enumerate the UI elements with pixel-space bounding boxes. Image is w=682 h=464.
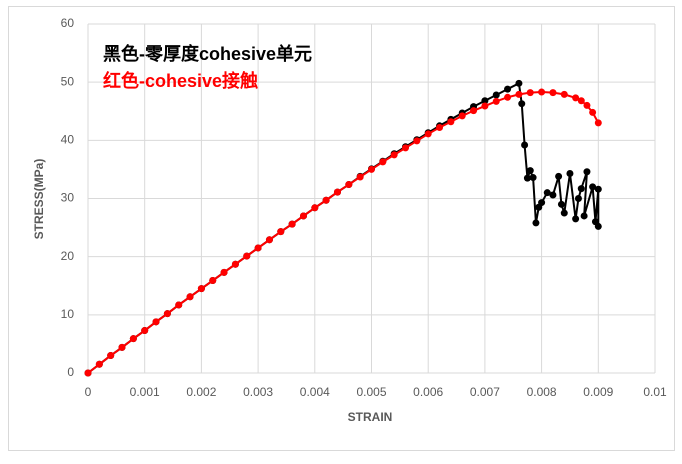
x-tick-label: 0.005 <box>356 385 386 399</box>
data-point <box>515 79 523 87</box>
data-point <box>594 119 602 127</box>
data-point <box>390 151 398 159</box>
data-point <box>583 168 591 176</box>
data-point <box>402 144 410 152</box>
data-point <box>141 327 149 335</box>
data-point <box>243 252 251 260</box>
data-point <box>566 169 574 177</box>
data-point <box>583 101 591 109</box>
data-point <box>447 118 455 126</box>
data-point <box>589 183 597 191</box>
y-tick-label: 30 <box>61 191 75 205</box>
data-point <box>594 185 602 193</box>
data-point <box>107 352 115 360</box>
y-tick-label: 60 <box>61 16 75 30</box>
legend-label: 红色-cohesive接触 <box>103 70 258 91</box>
data-point <box>577 185 585 193</box>
x-tick-label: 0.01 <box>643 385 667 399</box>
x-tick-label: 0.009 <box>583 385 613 399</box>
data-point <box>594 222 602 230</box>
data-point <box>129 335 137 343</box>
data-point <box>543 189 551 197</box>
data-point <box>231 260 239 268</box>
x-tick-label: 0.002 <box>186 385 216 399</box>
y-axis-label: STRESS(MPa) <box>32 159 46 240</box>
data-point <box>560 90 568 98</box>
data-point <box>186 293 194 301</box>
x-tick-label: 0.001 <box>130 385 160 399</box>
data-point <box>277 228 285 236</box>
data-point <box>572 215 580 223</box>
data-point <box>538 199 546 207</box>
data-point <box>481 102 489 110</box>
x-tick-label: 0.003 <box>243 385 273 399</box>
data-point <box>197 285 205 293</box>
data-point <box>118 343 126 351</box>
data-point <box>572 94 580 102</box>
data-point <box>532 219 540 227</box>
legend-label: 黑色-零厚度cohesive单元 <box>103 43 312 64</box>
y-tick-label: 50 <box>61 74 75 88</box>
x-tick-label: 0.007 <box>470 385 500 399</box>
data-point <box>436 124 444 132</box>
data-point <box>549 89 557 97</box>
data-point <box>492 97 500 105</box>
data-point <box>526 89 534 97</box>
y-tick-label: 10 <box>61 307 75 321</box>
data-point <box>345 181 353 189</box>
data-point <box>311 204 319 212</box>
data-point <box>458 112 466 120</box>
data-point <box>322 196 330 204</box>
data-point <box>368 165 375 173</box>
data-point <box>163 310 171 318</box>
data-point <box>265 236 273 244</box>
data-point <box>481 97 489 105</box>
data-point <box>504 93 512 101</box>
data-point <box>424 130 432 138</box>
data-point <box>580 212 588 220</box>
data-point <box>538 88 546 96</box>
data-point <box>175 301 183 309</box>
data-point <box>557 200 565 208</box>
chart-border <box>8 6 675 451</box>
data-point <box>574 195 582 202</box>
data-point <box>560 209 568 217</box>
data-point <box>492 91 500 99</box>
data-point <box>529 174 537 182</box>
y-tick-label: 40 <box>61 133 75 147</box>
x-tick-label: 0 <box>85 385 92 399</box>
data-point <box>95 360 103 368</box>
data-point <box>470 107 478 115</box>
x-axis-label: STRAIN <box>348 410 393 424</box>
x-tick-label: 0.006 <box>413 385 443 399</box>
data-point <box>526 167 534 175</box>
data-point <box>577 97 585 105</box>
data-point <box>515 90 523 98</box>
data-point <box>413 137 421 145</box>
data-point <box>555 172 563 180</box>
data-point <box>84 369 92 377</box>
data-point <box>521 141 529 149</box>
data-point <box>523 174 531 182</box>
y-tick-label: 0 <box>67 365 74 379</box>
data-point <box>379 158 387 166</box>
data-point <box>288 220 296 228</box>
data-point <box>589 108 597 116</box>
data-point <box>549 191 557 199</box>
data-point <box>518 100 526 108</box>
data-point <box>220 268 228 276</box>
data-point <box>299 212 307 220</box>
data-point <box>254 244 262 252</box>
x-tick-label: 0.004 <box>300 385 330 399</box>
data-point <box>356 173 364 181</box>
y-tick-label: 20 <box>61 249 75 263</box>
data-point <box>209 277 217 285</box>
data-point <box>152 318 160 326</box>
x-tick-label: 0.008 <box>527 385 557 399</box>
data-point <box>504 85 512 93</box>
data-point <box>333 188 341 196</box>
